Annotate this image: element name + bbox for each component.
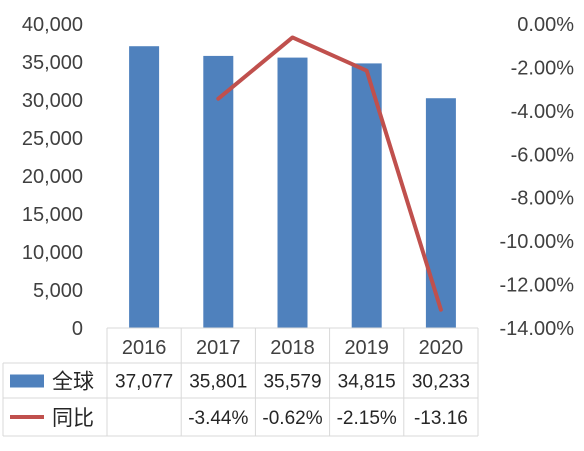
y-tick-label: 0: [72, 318, 83, 340]
y-tick-label: 40,000: [22, 14, 83, 36]
bar-series: [129, 46, 456, 328]
y2-tick-label: -10.00%: [500, 231, 575, 253]
y2-tick-label: -8.00%: [511, 188, 575, 210]
left-axis: 0 5,000 10,000 15,000 20,000 25,000 30,000 35,0…: [22, 14, 83, 340]
y-tick-label: 30,000: [22, 90, 83, 112]
legend-label: 同比: [52, 406, 94, 430]
y-tick-label: 5,000: [33, 280, 83, 302]
y-tick-label: 25,000: [22, 128, 83, 150]
data-label: 37,077: [115, 372, 173, 393]
legend-label: 全球: [52, 370, 94, 394]
data-label: -13.16: [414, 408, 468, 429]
y-tick-label: 15,000: [22, 204, 83, 226]
y2-tick-label: -12.00%: [500, 275, 575, 297]
y-tick-label: 20,000: [22, 166, 83, 188]
data-label: 35,579: [263, 372, 321, 393]
bar: [129, 46, 160, 328]
y2-tick-label: -6.00%: [511, 144, 575, 166]
category-label: 2019: [344, 337, 389, 359]
series-line: [216, 35, 443, 312]
y2-tick-label: 0.00%: [517, 14, 574, 36]
right-axis: 0.00% -2.00% -4.00% -6.00% -8.00% -10.00% -12.…: [500, 14, 575, 340]
bar: [425, 98, 456, 328]
y2-tick-label: -2.00%: [511, 57, 575, 79]
data-label: 35,801: [189, 372, 247, 393]
y-tick-label: 10,000: [22, 242, 83, 264]
bar: [277, 57, 308, 328]
data-label: 30,233: [412, 372, 470, 393]
data-label: 34,815: [338, 372, 396, 393]
category-label: 2020: [419, 337, 464, 359]
data-label: -3.44%: [188, 408, 248, 429]
y2-tick-label: -4.00%: [511, 101, 575, 123]
category-label: 2018: [270, 337, 315, 359]
category-label: 2017: [196, 337, 241, 359]
y2-tick-label: -14.00%: [500, 318, 575, 340]
legend-bar-key: [10, 374, 44, 388]
category-label: 2016: [122, 337, 167, 359]
data-label: -0.62%: [262, 408, 322, 429]
y-tick-label: 35,000: [22, 52, 83, 74]
line-series: [216, 35, 443, 312]
data-label: -2.15%: [337, 408, 397, 429]
bar: [203, 55, 234, 328]
